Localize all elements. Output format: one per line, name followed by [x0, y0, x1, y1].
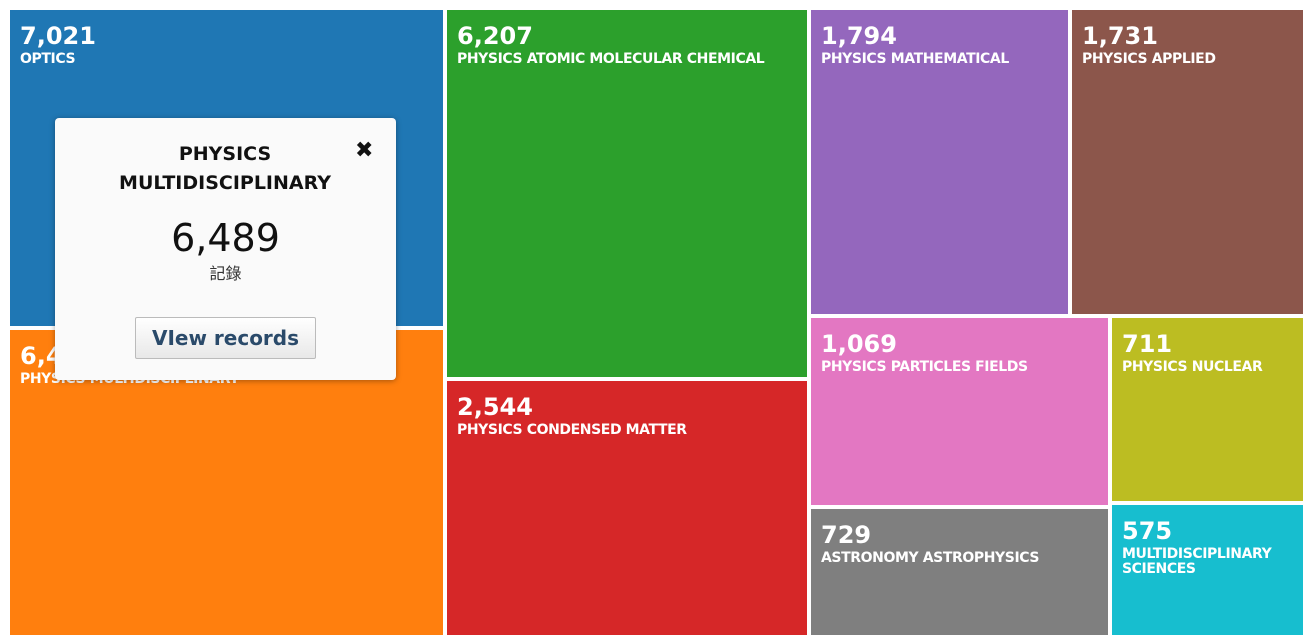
tooltip-unit: 記錄 [209, 264, 242, 283]
tile-value: 7,021 [20, 22, 96, 50]
tile-label: ASTRONOMY ASTROPHYSICS [821, 550, 1040, 566]
tile-value: 729 [821, 521, 872, 549]
tile: 729 ASTRONOMY ASTROPHYSICS [811, 509, 1108, 635]
tile-value: 1,731 [1082, 22, 1158, 50]
tile: 1,794 PHYSICS MATHEMATICAL [811, 10, 1068, 314]
tooltip: PHYSICS MULTIDISCIPLINARY ✖ 6,489 記錄 VIe… [55, 118, 396, 380]
tile-label: OPTICS [20, 51, 76, 67]
close-button[interactable]: ✖ [355, 138, 374, 163]
tooltip-title: PHYSICS MULTIDISCIPLINARY [119, 143, 331, 194]
tile-value: 711 [1122, 330, 1173, 358]
tile-label: PHYSICS PARTICLES FIELDS [821, 359, 1028, 375]
tile-value: 1,069 [821, 330, 897, 358]
tile: 6,207 PHYSICS ATOMIC MOLECULAR CHEMICAL [447, 10, 807, 377]
tile-label: PHYSICS NUCLEAR [1122, 359, 1263, 375]
tile-label: PHYSICS APPLIED [1082, 51, 1216, 67]
tooltip-value: 6,489 [171, 216, 280, 260]
tile-label: MULTIDISCIPLINARY SCIENCES [1122, 546, 1272, 577]
tile-label: PHYSICS ATOMIC MOLECULAR CHEMICAL [457, 51, 765, 67]
tile: 1,069 PHYSICS PARTICLES FIELDS [811, 318, 1108, 505]
tile-value: 2,544 [457, 393, 533, 421]
tile-label: PHYSICS MATHEMATICAL [821, 51, 1009, 67]
tile-value: 1,794 [821, 22, 897, 50]
view-records-button[interactable]: VIew records [135, 317, 316, 359]
tile: 575 MULTIDISCIPLINARY SCIENCES [1112, 505, 1303, 635]
tile-value: 6,207 [457, 22, 533, 50]
tile: 711 PHYSICS NUCLEAR [1112, 318, 1303, 501]
tile: 2,544 PHYSICS CONDENSED MATTER [447, 381, 807, 635]
tile: 1,731 PHYSICS APPLIED [1072, 10, 1303, 314]
tile-label: PHYSICS CONDENSED MATTER [457, 422, 687, 438]
tile-value: 575 [1122, 517, 1173, 545]
